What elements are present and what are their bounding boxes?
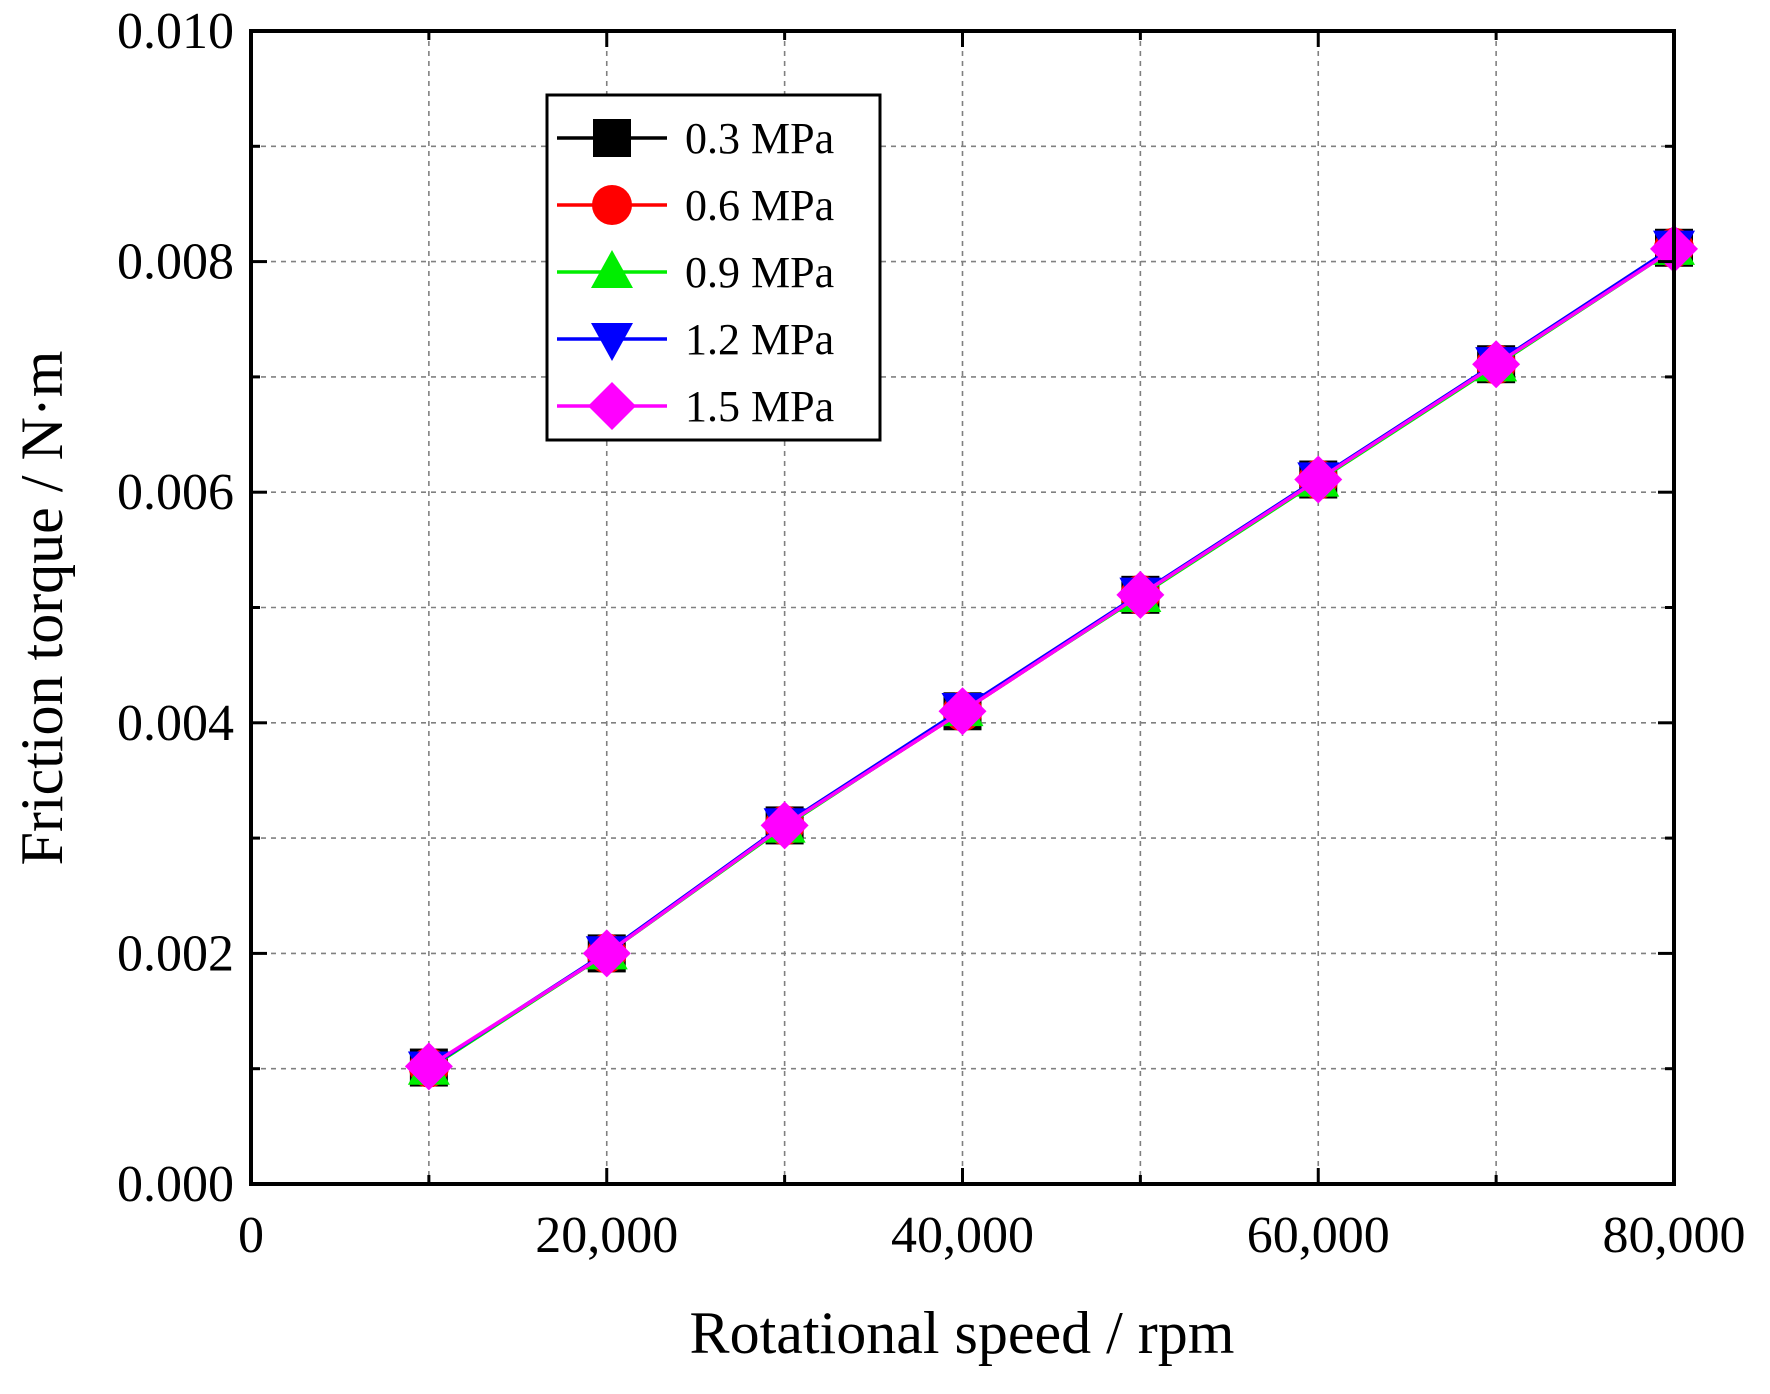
- x-axis-title: Rotational speed / rpm: [690, 1300, 1235, 1366]
- legend-label: 1.2 MPa: [685, 315, 834, 364]
- legend-marker: [592, 185, 632, 225]
- x-tick-label: 40,000: [891, 1207, 1034, 1264]
- legend-label: 0.6 MPa: [685, 181, 834, 230]
- grid: [251, 31, 1674, 1184]
- legend-marker: [593, 119, 631, 157]
- data-point: [404, 1042, 453, 1091]
- data-point: [1294, 455, 1343, 504]
- series-1-5-mpa: [404, 224, 1698, 1091]
- legend-item: 0.3 MPa: [557, 114, 834, 163]
- legend-marker: [588, 382, 636, 430]
- legend-marker: [591, 323, 633, 361]
- data-point: [1472, 340, 1521, 389]
- data-point: [938, 687, 987, 736]
- data-point: [760, 801, 809, 850]
- y-tick-label: 0.002: [117, 925, 234, 982]
- y-tick-label: 0.000: [117, 1156, 234, 1213]
- legend-label: 1.5 MPa: [685, 382, 834, 431]
- ticks: [249, 29, 1676, 1186]
- legend: 0.3 MPa 0.6 MPa 0.9 MPa 1.2 MPa 1.5 MPa: [545, 93, 882, 442]
- y-axis-title: Friction torque / N·m: [9, 351, 75, 866]
- tick-labels: 0 20,000 40,000 60,000 80,000 0.000 0.002 0.004…: [117, 3, 1746, 1264]
- data-point: [1116, 570, 1165, 619]
- series-group: [404, 224, 1698, 1091]
- legend-label: 0.3 MPa: [685, 114, 834, 163]
- x-tick-label: 80,000: [1603, 1207, 1746, 1264]
- y-tick-label: 0.010: [117, 3, 234, 60]
- legend-marker: [591, 250, 633, 288]
- x-tick-label: 20,000: [535, 1207, 678, 1264]
- x-tick-label: 60,000: [1247, 1207, 1390, 1264]
- data-point: [582, 929, 631, 978]
- y-tick-label: 0.004: [117, 695, 234, 752]
- y-tick-label: 0.006: [117, 464, 234, 521]
- legend-item: 1.5 MPa: [557, 382, 834, 431]
- legend-item: 0.9 MPa: [557, 248, 834, 297]
- series-line: [427, 247, 1675, 1068]
- legend-label: 0.9 MPa: [685, 248, 834, 297]
- y-tick-label: 0.008: [117, 234, 234, 291]
- x-tick-label: 0: [238, 1207, 264, 1264]
- legend-item: 1.2 MPa: [557, 315, 834, 364]
- legend-item: 0.6 MPa: [557, 181, 834, 230]
